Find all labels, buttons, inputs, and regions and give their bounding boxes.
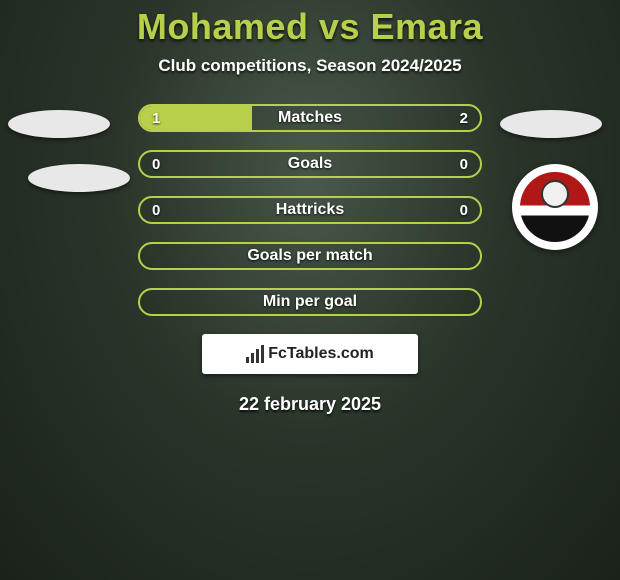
stat-row: Goals per match — [138, 242, 482, 270]
player-avatar-oval — [8, 110, 110, 138]
stat-row: Min per goal — [138, 288, 482, 316]
page-subtitle: Club competitions, Season 2024/2025 — [0, 56, 620, 76]
attribution-text: FcTables.com — [268, 345, 374, 363]
stat-label: Min per goal — [140, 290, 480, 314]
stat-row: 00Hattricks — [138, 196, 482, 224]
bars-icon-bar — [246, 357, 249, 363]
attribution-logo: FcTables.com — [246, 345, 374, 363]
stat-bars: 12Matches 00Goals 00Hattricks Goals per mat… — [138, 104, 482, 334]
bars-icon-bar — [261, 345, 264, 363]
stat-label: Goals — [140, 152, 480, 176]
stats-area: 12Matches 00Goals 00Hattricks Goals per mat… — [0, 104, 620, 334]
right-player-avatars — [500, 104, 610, 250]
player-avatar-oval — [500, 110, 602, 138]
page-title: Mohamed vs Emara — [0, 6, 620, 48]
stat-row: 00Goals — [138, 150, 482, 178]
stat-label: Goals per match — [140, 244, 480, 268]
club-badge-emblem — [541, 180, 569, 208]
stat-label: Hattricks — [140, 198, 480, 222]
bars-icon — [246, 345, 264, 363]
left-player-avatars — [10, 104, 120, 218]
content-container: Mohamed vs Emara Club competitions, Seas… — [0, 0, 620, 415]
stat-row: 12Matches — [138, 104, 482, 132]
attribution-box: FcTables.com — [202, 334, 418, 374]
bars-icon-bar — [251, 353, 254, 363]
bars-icon-bar — [256, 349, 259, 363]
stat-label: Matches — [140, 106, 480, 130]
date-label: 22 february 2025 — [0, 394, 620, 415]
player-avatar-oval — [28, 164, 130, 192]
club-badge — [512, 164, 598, 250]
